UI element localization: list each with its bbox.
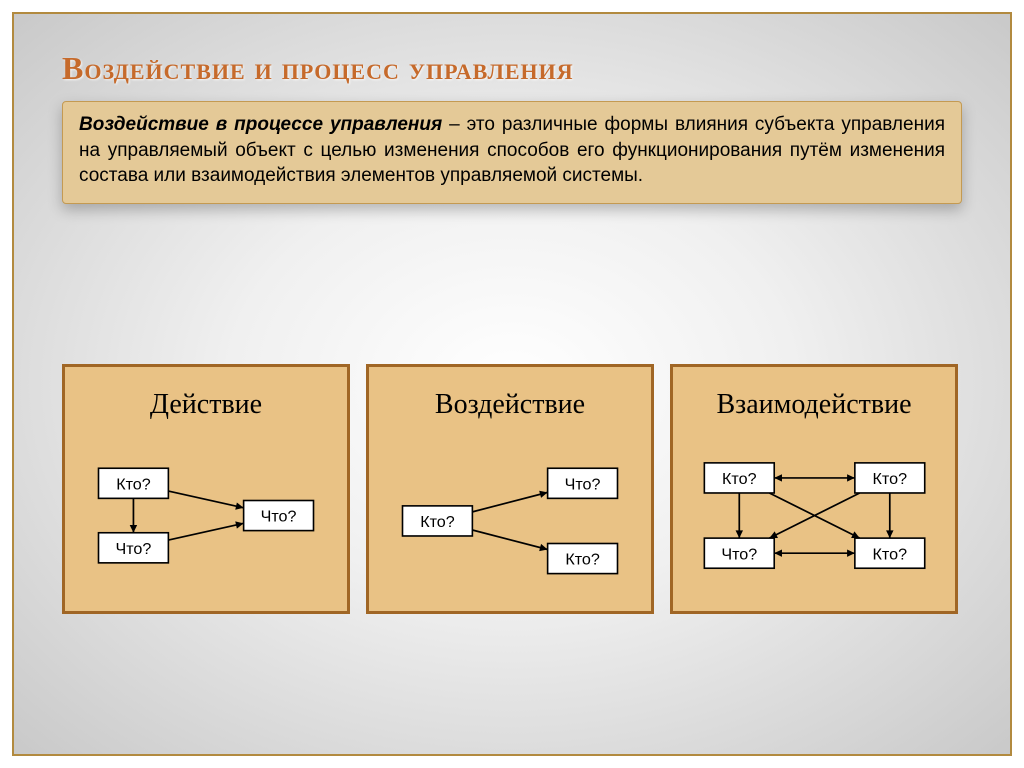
arrowhead-icon <box>130 525 137 533</box>
card-interaction: Взаимодействие Кто? Кто? Что? Кто? <box>670 364 958 614</box>
flowchart-node-label: Что? <box>261 508 297 526</box>
edge <box>168 523 243 540</box>
definition-lead: Воздействие в процессе управления <box>79 114 442 135</box>
flowchart-node-label: Кто? <box>873 470 908 488</box>
arrowhead-icon <box>774 474 782 481</box>
arrowhead-icon <box>539 491 547 498</box>
arrowhead-icon <box>235 521 243 528</box>
flowchart-node-label: Что? <box>116 540 152 558</box>
slide-frame: Воздействие и процесс управления Воздейс… <box>12 12 1012 756</box>
definition-box: Воздействие в процессе управления – это … <box>62 101 962 204</box>
flowchart-node-label: Кто? <box>873 545 908 563</box>
card-influence: Воздействие Кто? Что? Кто? <box>366 364 654 614</box>
edge <box>472 492 547 512</box>
card-title-interaction: Взаимодействие <box>716 389 911 421</box>
flowchart-node-label: Кто? <box>565 551 600 569</box>
flowchart-node-label: Кто? <box>420 513 455 531</box>
card-title-influence: Воздействие <box>435 389 585 421</box>
arrowhead-icon <box>774 549 782 556</box>
arrowhead-icon <box>539 544 547 551</box>
flowchart-node-label: Кто? <box>722 470 757 488</box>
arrowhead-icon <box>736 530 743 538</box>
slide-title: Воздействие и процесс управления <box>62 50 962 87</box>
cards-row: Действие Кто? Что? Что? Воздействие Кто? Чт… <box>62 364 958 614</box>
flowchart-node-label: Что? <box>565 475 601 493</box>
arrowhead-icon <box>847 474 855 481</box>
arrowhead-icon <box>886 530 893 538</box>
arrowhead-icon <box>847 549 855 556</box>
diagram-action: Кто? Что? Что? <box>77 445 335 599</box>
card-action: Действие Кто? Что? Что? <box>62 364 350 614</box>
arrowhead-icon <box>235 502 243 509</box>
flowchart-node-label: Кто? <box>116 475 151 493</box>
flowchart-node-label: Что? <box>721 545 757 563</box>
card-title-action: Действие <box>150 389 262 421</box>
edge <box>472 530 547 550</box>
diagram-influence: Кто? Что? Кто? <box>381 445 639 599</box>
edge <box>168 491 243 508</box>
diagram-interaction: Кто? Кто? Что? Кто? <box>685 445 943 599</box>
